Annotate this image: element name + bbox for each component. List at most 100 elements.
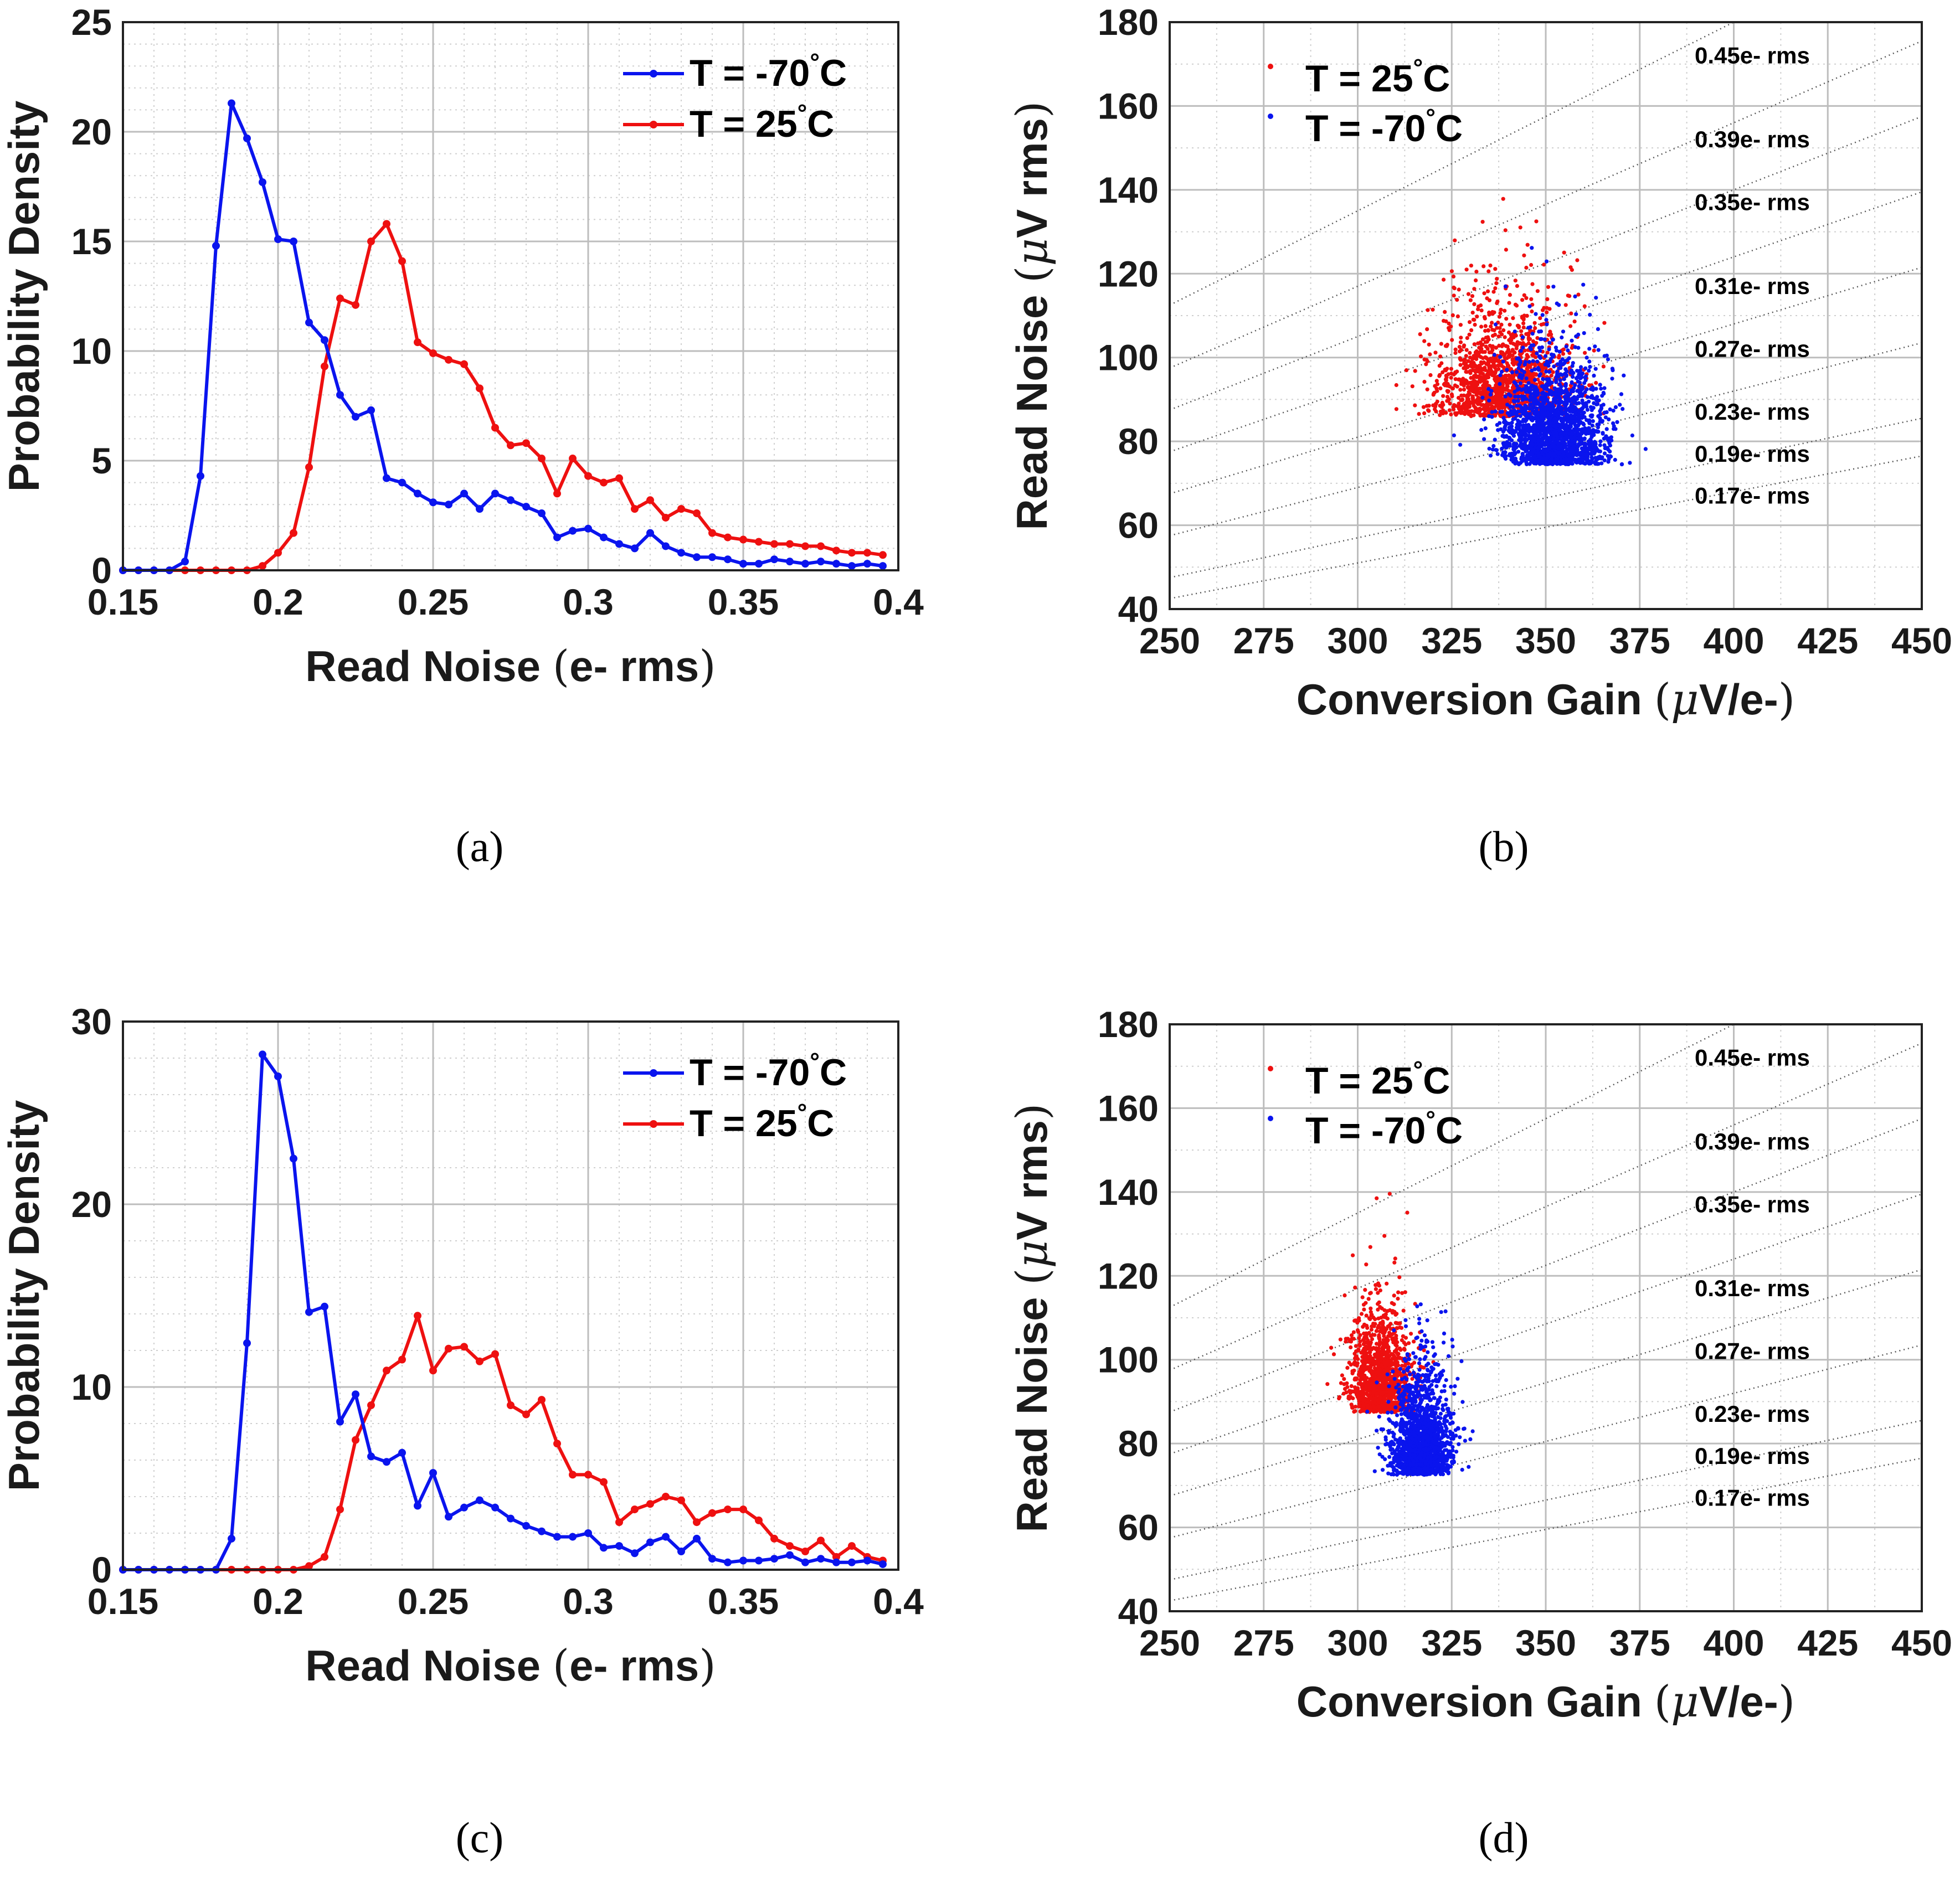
- scatter-point: [1505, 368, 1509, 372]
- scatter-point: [1558, 372, 1563, 377]
- data-point: [646, 496, 654, 504]
- scatter-point: [1500, 384, 1505, 389]
- scatter-point: [1499, 389, 1504, 393]
- scatter-point: [1382, 1308, 1387, 1312]
- data-point: [569, 455, 577, 463]
- scatter-point: [1547, 370, 1552, 374]
- scatter-point: [1533, 363, 1537, 368]
- scatter-point: [1576, 379, 1580, 384]
- series-blue: [119, 99, 887, 574]
- scatter-point: [1386, 1362, 1391, 1367]
- scatter-point: [1361, 1342, 1366, 1347]
- data-point: [321, 362, 328, 370]
- scatter-point: [1545, 310, 1549, 314]
- scatter-point: [1628, 461, 1632, 465]
- scatter-point: [1520, 335, 1525, 339]
- scatter-point: [1480, 337, 1485, 342]
- scatter-point: [1552, 416, 1557, 421]
- scatter-point: [1540, 384, 1544, 389]
- scatter-point: [1483, 426, 1488, 431]
- scatter-point: [1503, 394, 1508, 399]
- scatter-point: [1573, 396, 1578, 400]
- scatter-point: [1524, 265, 1529, 270]
- scatter-point: [1452, 293, 1456, 298]
- scatter-point: [1572, 386, 1576, 390]
- scatter-point: [1376, 1352, 1380, 1357]
- scatter-point: [1353, 1385, 1357, 1390]
- scatter-point: [1549, 373, 1553, 378]
- scatter-point: [1600, 419, 1604, 423]
- scatter-point: [1527, 414, 1531, 419]
- scatter-point: [1340, 1373, 1344, 1378]
- scatter-point: [1458, 340, 1463, 344]
- scatter-point: [1456, 395, 1461, 400]
- scatter-point: [1558, 425, 1563, 430]
- scatter-point: [1570, 419, 1575, 424]
- scatter-point: [1515, 414, 1519, 418]
- scatter-point: [1539, 380, 1543, 385]
- y-tick-label: 160: [1098, 1087, 1159, 1128]
- scatter-point: [1511, 362, 1516, 367]
- scatter-point: [1377, 1300, 1381, 1304]
- scatter-point: [1608, 449, 1612, 454]
- scatter-point: [1572, 319, 1577, 324]
- scatter-point: [1337, 1395, 1342, 1399]
- data-point: [305, 1308, 313, 1316]
- scatter-point: [1568, 424, 1573, 429]
- data-point: [817, 542, 825, 550]
- scatter-point: [1438, 386, 1443, 391]
- scatter-point: [1534, 355, 1538, 359]
- scatter-point: [1519, 461, 1523, 465]
- scatter-point: [1508, 404, 1513, 409]
- scatter-point: [1509, 455, 1514, 459]
- scatter-point: [1562, 424, 1567, 428]
- scatter-point: [1398, 1371, 1402, 1376]
- scatter-point: [1504, 385, 1509, 390]
- data-point: [290, 529, 297, 537]
- scatter-point: [1395, 1321, 1400, 1326]
- data-point: [848, 1558, 856, 1566]
- scatter-point: [1514, 425, 1519, 430]
- scatter-point: [1543, 411, 1547, 415]
- scatter-point: [1377, 1367, 1382, 1371]
- scatter-point: [1575, 369, 1580, 373]
- data-point: [383, 220, 390, 228]
- scatter-point: [1602, 451, 1607, 456]
- y-tick-label: 10: [71, 331, 112, 372]
- scatter-point: [1361, 1324, 1365, 1329]
- scatter-point: [1351, 1337, 1356, 1341]
- scatter-point: [1571, 389, 1576, 394]
- scatter-point: [1498, 311, 1503, 316]
- data-point: [429, 349, 437, 357]
- data-point: [305, 318, 313, 327]
- scatter-point: [1601, 431, 1605, 435]
- scatter-point: [1445, 384, 1449, 388]
- scatter-point: [1501, 328, 1506, 333]
- scatter-point: [1373, 1354, 1377, 1359]
- scatter-point: [1379, 1363, 1383, 1368]
- scatter-point: [1575, 258, 1580, 262]
- data-point: [398, 478, 406, 487]
- scatter-point: [1483, 328, 1488, 333]
- data-point: [336, 294, 344, 302]
- scatter-point: [1446, 372, 1450, 377]
- scatter-point: [1577, 435, 1582, 439]
- scatter-point: [1567, 294, 1572, 298]
- scatter-point: [1372, 1389, 1377, 1393]
- scatter-point: [1547, 341, 1552, 345]
- scatter-point: [1441, 394, 1445, 398]
- scatter-point: [1350, 1371, 1355, 1376]
- legend: T = 25°CT = -70°C: [1268, 54, 1463, 149]
- data-point: [522, 1522, 530, 1530]
- scatter-point: [1602, 354, 1607, 358]
- scatter-point: [1378, 1288, 1382, 1293]
- scatter-point: [1466, 397, 1471, 401]
- scatter-point: [1363, 1288, 1367, 1292]
- scatter-point: [1494, 346, 1498, 350]
- scatter-point: [1370, 1347, 1374, 1352]
- data-point: [693, 1534, 701, 1543]
- iso-label: 0.31e- rms: [1695, 273, 1810, 299]
- y-axis-label: Probability Density: [0, 1100, 48, 1492]
- scatter-point: [1519, 394, 1524, 399]
- scatter-point: [1381, 1384, 1385, 1389]
